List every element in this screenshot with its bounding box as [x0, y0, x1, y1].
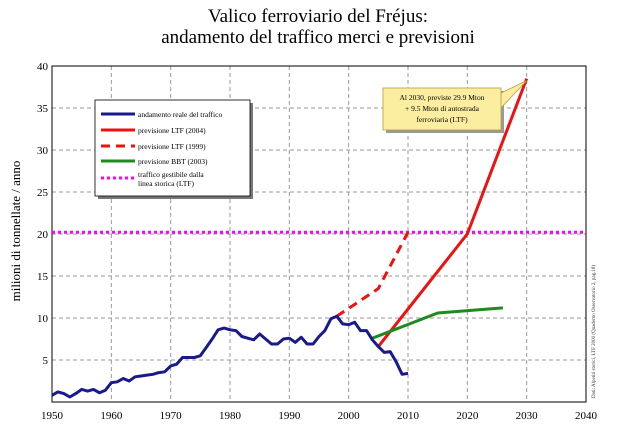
x-tick-label: 2020 [456, 410, 479, 422]
tick-labels: 1950 1960 1970 1980 1990 2000 2010 2020 2030 2040… [37, 61, 598, 422]
y-tick-label: 30 [37, 145, 49, 157]
y-tick-label: 15 [37, 271, 49, 283]
chart-subtitle: andamento del traffico merci e prevision… [161, 27, 475, 48]
x-tick-label: 2000 [338, 410, 361, 422]
annotation-text: Al 2030, previste 29.9 Mton [400, 93, 485, 102]
x-tick-label: 1980 [219, 410, 242, 422]
y-axis-label: milioni di tonnellate / anno [8, 161, 23, 302]
x-tick-label: 1970 [160, 410, 183, 422]
series-layer [51, 78, 586, 399]
legend-label: linea storica (LTF) [138, 179, 194, 188]
series-line-0 [51, 314, 409, 399]
legend-label: traffico gestibile dalla [138, 170, 204, 179]
y-tick-label: 25 [37, 187, 49, 199]
x-tick-label: 2010 [397, 410, 420, 422]
annotation-text: ferroviaria (LTF) [416, 115, 468, 124]
legend: andamento reale del traffico previsione L… [94, 99, 253, 199]
annotation-pointer [498, 80, 527, 112]
y-tick-label: 5 [43, 355, 49, 367]
legend-label: andamento reale del traffico [138, 110, 222, 119]
x-tick-label: 2030 [516, 410, 539, 422]
chart-title: Valico ferroviario del Fréjus: [208, 6, 428, 27]
legend-label: previsione LTF (1999) [138, 142, 206, 151]
source-note: Dati: Alpetiti storici, LTF 2000 (Quader… [592, 265, 597, 398]
y-tick-label: 10 [37, 313, 49, 325]
legend-label: previsione LTF (2004) [138, 126, 206, 135]
annotation: Al 2030, previste 29.9 Mton + 9.5 Mton di… [382, 80, 527, 133]
legend-label: previsione BBT (2003) [138, 157, 208, 166]
annotation-text: + 9.5 Mton di autostrada [405, 104, 480, 113]
x-tick-label: 1990 [278, 410, 301, 422]
x-tick-label: 1950 [41, 410, 64, 422]
series-line-3 [371, 306, 504, 340]
y-tick-label: 20 [37, 229, 49, 241]
x-tick-label: 1960 [100, 410, 123, 422]
series-line-2 [335, 231, 410, 318]
plot-frame [51, 65, 587, 403]
legend-box [94, 99, 251, 197]
y-tick-label: 35 [37, 103, 49, 115]
y-tick-label: 40 [37, 61, 49, 73]
annotation-box [382, 87, 502, 131]
series-line-1 [377, 78, 529, 348]
x-tick-label: 2040 [575, 410, 598, 422]
